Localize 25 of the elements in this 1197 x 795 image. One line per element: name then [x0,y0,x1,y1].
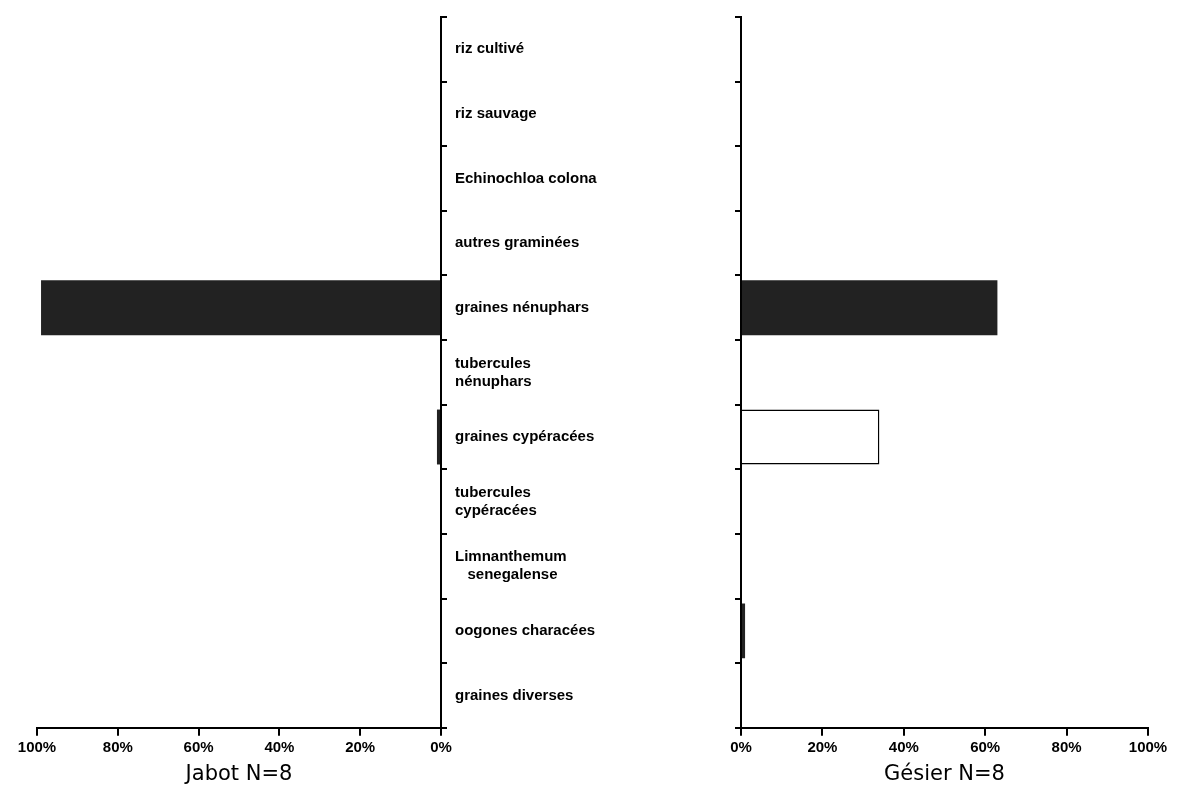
y-tick-label: Echinochloa colona [455,168,598,186]
y-tick-label: graines cypéracées [455,427,595,445]
x-tick-label: 100% [17,737,57,755]
x-tick-label: 40% [264,737,295,755]
y-tick-label: oogones characées [455,621,596,639]
x-tick-label: 80% [102,737,133,755]
y-tick-label: graines diverses [455,685,574,703]
x-tick-label: 60% [970,737,1001,755]
x-axis-title: Gésier N=8 [884,760,1005,785]
x-tick-label: 60% [183,737,214,755]
y-tick-label: Limnanthemum senegalense [455,547,567,583]
y-tick-label: riz cultivé [455,39,525,57]
y-tick-label: graines nénuphars [455,297,590,315]
y-tick-label: riz sauvage [455,104,537,122]
x-tick-label: 80% [1051,737,1082,755]
x-tick-label: 100% [1128,737,1168,755]
y-tick-label: tubercules cypéracées [455,482,537,518]
y-tick-label: tubercules nénuphars [455,353,532,389]
x-tick-label: 20% [345,737,376,755]
x-tick-label: 40% [888,737,919,755]
y-tick-label: autres graminées [455,233,580,251]
x-axis-title: Jabot N=8 [183,760,293,785]
x-tick-label: 0% [430,737,452,755]
x-tick-label: 0% [730,737,752,755]
x-tick-label: 20% [807,737,838,755]
